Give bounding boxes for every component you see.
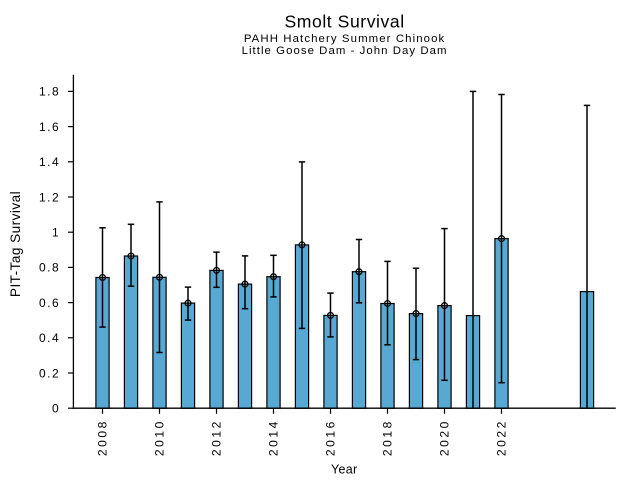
svg-text:1: 1 bbox=[52, 226, 60, 240]
svg-text:0: 0 bbox=[52, 402, 60, 416]
svg-text:1.8: 1.8 bbox=[39, 85, 60, 99]
svg-text:2020: 2020 bbox=[438, 419, 452, 456]
svg-text:Year: Year bbox=[331, 462, 357, 476]
svg-text:1.6: 1.6 bbox=[39, 120, 60, 134]
svg-text:2014: 2014 bbox=[267, 419, 281, 456]
svg-text:PIT-Tag Survival: PIT-Tag Survival bbox=[8, 191, 23, 297]
svg-text:1.2: 1.2 bbox=[39, 190, 60, 204]
svg-text:2012: 2012 bbox=[210, 419, 224, 456]
svg-text:2010: 2010 bbox=[153, 419, 167, 456]
svg-text:2018: 2018 bbox=[381, 419, 395, 456]
svg-text:0.6: 0.6 bbox=[39, 296, 60, 310]
svg-text:2016: 2016 bbox=[324, 419, 338, 456]
svg-text:0.2: 0.2 bbox=[39, 366, 60, 380]
svg-text:PAHH Hatchery Summer Chinook: PAHH Hatchery Summer Chinook bbox=[244, 33, 446, 45]
svg-text:2008: 2008 bbox=[96, 419, 110, 456]
svg-text:0.4: 0.4 bbox=[39, 331, 60, 345]
svg-text:Smolt Survival: Smolt Survival bbox=[285, 12, 405, 32]
svg-text:2022: 2022 bbox=[495, 419, 509, 456]
svg-text:0.8: 0.8 bbox=[39, 261, 60, 275]
svg-text:Little Goose Dam - John Day Da: Little Goose Dam - John Day Dam bbox=[242, 45, 448, 57]
svg-text:1.4: 1.4 bbox=[39, 155, 60, 169]
